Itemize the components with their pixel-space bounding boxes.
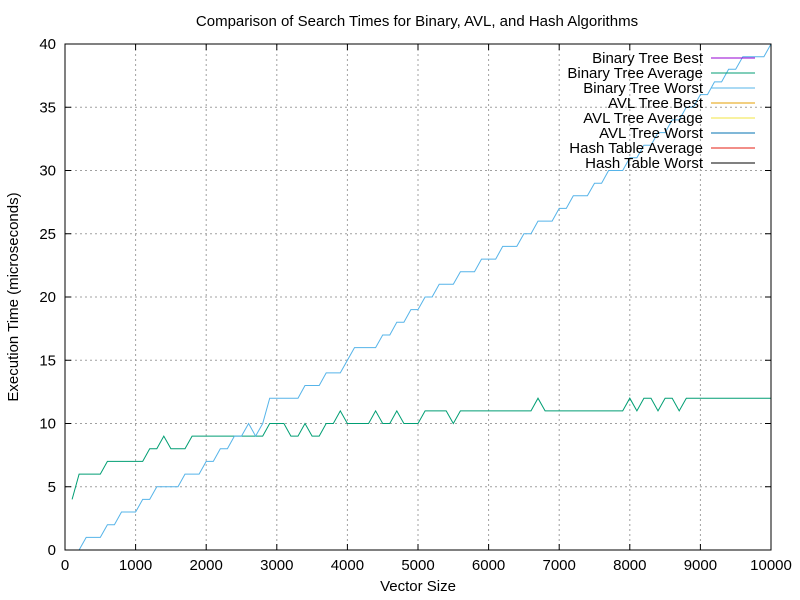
legend-item: Hash Table Average: [569, 140, 755, 157]
y-tick-label: 20: [39, 289, 56, 306]
x-tick-label: 7000: [543, 557, 576, 574]
x-tick-label: 3000: [260, 557, 293, 574]
series-line-binary-tree-worst: [72, 43, 772, 551]
y-tick-label: 25: [39, 226, 56, 243]
x-tick-label: 4000: [331, 557, 364, 574]
legend-item: Binary Tree Best: [592, 50, 755, 67]
y-axis-ticks: 0 5 10 15 20 25 30 35 40: [39, 36, 771, 559]
legend-item: Binary Tree Worst: [583, 80, 755, 97]
legend-label: Binary Tree Worst: [583, 80, 704, 97]
x-tick-label: 10000: [750, 557, 792, 574]
legend-item: Hash Table Worst: [585, 155, 755, 172]
legend-label: AVL Tree Worst: [599, 125, 704, 142]
y-tick-label: 15: [39, 352, 56, 369]
legend-label: Binary Tree Average: [567, 65, 703, 82]
y-tick-label: 0: [48, 542, 56, 559]
x-axis-label: Vector Size: [380, 578, 456, 595]
series-line-binary-tree-average: [71, 397, 771, 500]
legend-label: Hash Table Worst: [585, 155, 704, 172]
legend-item: AVL Tree Worst: [599, 125, 755, 142]
legend-label: AVL Tree Best: [608, 95, 704, 112]
y-axis-label: Execution Time (microseconds): [5, 192, 22, 401]
x-tick-label: 1000: [119, 557, 152, 574]
grid: [65, 44, 771, 550]
y-tick-label: 30: [39, 163, 56, 180]
chart-title: Comparison of Search Times for Binary, A…: [196, 13, 638, 30]
y-tick-label: 35: [39, 99, 56, 116]
legend-label: Hash Table Average: [569, 140, 703, 157]
legend-item: AVL Tree Best: [608, 95, 755, 112]
x-tick-label: 6000: [472, 557, 505, 574]
legend-label: Binary Tree Best: [592, 50, 704, 67]
y-tick-label: 10: [39, 416, 56, 433]
x-tick-label: 8000: [613, 557, 646, 574]
x-tick-label: 5000: [401, 557, 434, 574]
x-tick-label: 2000: [190, 557, 223, 574]
y-tick-label: 5: [48, 479, 56, 496]
x-axis-ticks: 0 1000 2000 3000 4000 5000 6000 7000 8000 9000 100…: [61, 44, 792, 574]
legend-item: AVL Tree Average: [583, 110, 755, 127]
legend-label: AVL Tree Average: [583, 110, 703, 127]
legend-item: Binary Tree Average: [567, 65, 755, 82]
y-tick-label: 40: [39, 36, 56, 53]
x-tick-label: 9000: [684, 557, 717, 574]
x-tick-label: 0: [61, 557, 69, 574]
